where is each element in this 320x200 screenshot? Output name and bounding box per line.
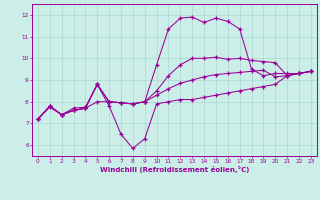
X-axis label: Windchill (Refroidissement éolien,°C): Windchill (Refroidissement éolien,°C) [100, 166, 249, 173]
